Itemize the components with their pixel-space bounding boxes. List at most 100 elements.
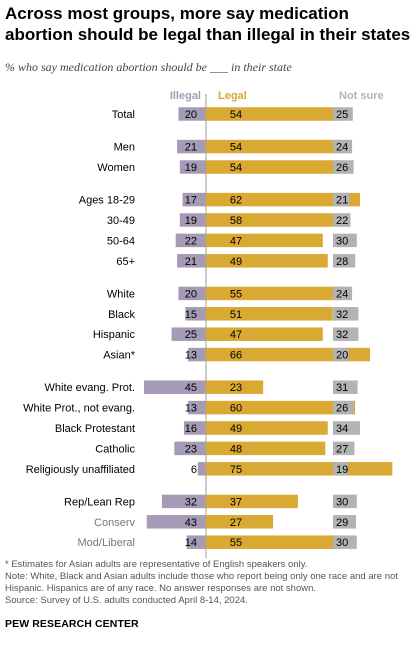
- value-label-legal: 51: [230, 309, 242, 321]
- value-label-legal: 49: [230, 256, 242, 268]
- category-label: Black: [108, 309, 135, 321]
- bar-not-sure: [333, 192, 350, 207]
- bar-not-sure: [333, 380, 358, 394]
- bar-illegal: [177, 254, 206, 268]
- category-label: White evang. Prot.: [45, 382, 136, 394]
- category-label: Hispanic: [93, 329, 136, 341]
- bar-not-sure: [333, 254, 356, 268]
- value-label-not-sure: 25: [336, 109, 348, 121]
- value-label-illegal: 32: [185, 496, 197, 508]
- value-label-legal: 27: [230, 517, 242, 529]
- value-label-legal: 48: [230, 443, 242, 455]
- value-label-illegal: 21: [185, 256, 197, 268]
- value-label-legal: 47: [230, 329, 242, 341]
- value-label-not-sure: 22: [336, 215, 348, 227]
- category-label: Ages 18-29: [79, 195, 135, 207]
- bar-legal: [206, 400, 356, 415]
- bar-not-sure: [333, 327, 359, 341]
- category-label: White: [107, 288, 135, 300]
- value-label-illegal: 13: [185, 403, 197, 415]
- chart-title: Across most groups, more say medication …: [5, 4, 411, 44]
- bar-not-sure: [333, 307, 359, 321]
- bar-not-sure: [333, 213, 351, 227]
- bar-illegal: [186, 535, 206, 549]
- category-label: Mod/Liberal: [78, 537, 135, 549]
- bar-illegal: [146, 515, 206, 529]
- bar-not-sure: [333, 233, 357, 248]
- bar-illegal: [185, 307, 206, 321]
- category-label: Conserv: [94, 517, 135, 529]
- value-label-illegal: 19: [185, 162, 197, 174]
- value-label-legal: 47: [230, 235, 242, 247]
- value-label-illegal: 21: [185, 142, 197, 154]
- value-label-not-sure: 34: [336, 423, 348, 435]
- asian-footnote: * Estimates for Asian adults are represe…: [5, 559, 308, 570]
- value-label-legal: 58: [230, 215, 242, 227]
- category-label: 50-64: [107, 235, 135, 247]
- category-label: Catholic: [95, 443, 135, 455]
- category-label: Religiously unaffiliated: [26, 464, 135, 476]
- note-text: Note: White, Black and Asian adults incl…: [5, 571, 398, 594]
- category-label: Asian*: [103, 350, 136, 362]
- category-label: White Prot., not evang.: [23, 403, 135, 415]
- bar-illegal: [144, 380, 206, 394]
- bar-legal: [206, 192, 361, 207]
- source-text: Source: Survey of U.S. adults conducted …: [5, 595, 248, 606]
- value-label-illegal: 20: [185, 109, 197, 121]
- bar-legal: [206, 421, 328, 435]
- bar-not-sure: [333, 107, 353, 121]
- bar-not-sure: [333, 494, 357, 509]
- value-label-not-sure: 30: [336, 235, 348, 247]
- value-label-legal: 55: [230, 288, 242, 300]
- value-label-illegal: 45: [185, 382, 197, 394]
- chart-subtitle: % who say medication abortion should be …: [5, 60, 292, 74]
- value-label-not-sure: 32: [336, 309, 348, 321]
- value-label-not-sure: 29: [336, 517, 348, 529]
- value-label-not-sure: 21: [336, 195, 348, 207]
- bar-illegal: [179, 213, 206, 227]
- value-label-illegal: 19: [185, 215, 197, 227]
- value-label-not-sure: 26: [336, 403, 348, 415]
- value-label-illegal: 6: [191, 464, 197, 476]
- category-label: Rep/Lean Rep: [64, 496, 135, 508]
- value-label-not-sure: 32: [336, 329, 348, 341]
- value-label-legal: 54: [230, 109, 242, 121]
- bar-not-sure: [333, 139, 353, 154]
- value-label-legal: 49: [230, 423, 242, 435]
- value-label-illegal: 17: [185, 195, 197, 207]
- bar-illegal: [175, 233, 206, 248]
- value-label-legal: 62: [230, 195, 242, 207]
- bar-legal: [206, 441, 326, 456]
- bar-not-sure: [333, 441, 355, 456]
- value-label-illegal: 16: [185, 423, 197, 435]
- value-label-legal: 75: [230, 464, 242, 476]
- bar-legal: [206, 254, 328, 268]
- value-label-illegal: 25: [185, 329, 197, 341]
- bar-legal: [206, 307, 333, 321]
- category-label: Men: [114, 142, 135, 154]
- value-label-not-sure: 30: [336, 496, 348, 508]
- bar-illegal: [188, 347, 206, 362]
- bar-legal: [206, 107, 341, 121]
- value-label-illegal: 22: [185, 235, 197, 247]
- bar-illegal: [178, 286, 206, 301]
- bar-illegal: [188, 400, 206, 415]
- bar-not-sure: [333, 421, 360, 435]
- category-label: 30-49: [107, 215, 135, 227]
- pew-brand: PEW RESEARCH CENTER: [5, 618, 139, 630]
- value-label-illegal: 13: [185, 350, 197, 362]
- value-label-illegal: 20: [185, 288, 197, 300]
- bar-legal: [206, 535, 343, 549]
- bar-illegal: [179, 160, 206, 174]
- value-label-not-sure: 28: [336, 256, 348, 268]
- value-label-legal: 60: [230, 403, 242, 415]
- value-label-not-sure: 30: [336, 537, 348, 549]
- value-label-not-sure: 20: [336, 350, 348, 362]
- bar-legal: [206, 380, 264, 394]
- bar-legal: [206, 213, 351, 227]
- value-label-legal: 23: [230, 382, 242, 394]
- bar-legal: [206, 327, 323, 341]
- bar-legal: [206, 286, 343, 301]
- value-label-illegal: 15: [185, 309, 197, 321]
- category-label: Total: [112, 109, 135, 121]
